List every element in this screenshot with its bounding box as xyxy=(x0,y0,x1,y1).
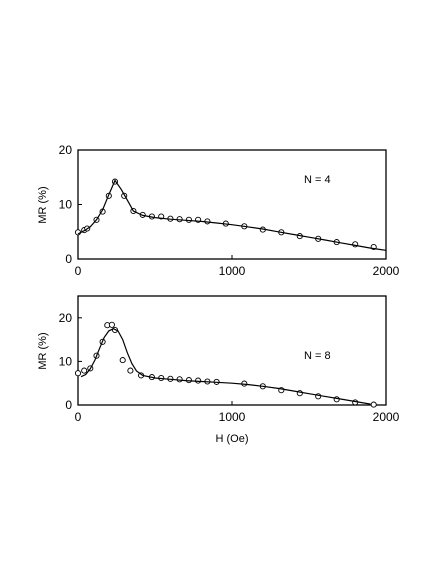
data-point xyxy=(127,367,134,374)
x-tick-label: 1000 xyxy=(219,264,246,278)
y-axis-label: MR (%) xyxy=(37,186,49,223)
y-tick-label: 20 xyxy=(59,311,73,325)
data-point xyxy=(119,357,126,364)
data-point xyxy=(195,377,202,384)
y-tick-label: 10 xyxy=(59,354,73,368)
fit-curve xyxy=(77,179,387,251)
y-tick-label: 10 xyxy=(59,198,73,212)
data-point xyxy=(74,370,82,377)
x-tick-label: 2000 xyxy=(373,410,400,424)
panel-annotation: N = 4 xyxy=(304,174,331,186)
x-tick-label: 1000 xyxy=(219,410,246,424)
panel-annotation: N = 8 xyxy=(304,350,331,362)
x-tick-label: 0 xyxy=(75,410,82,424)
y-tick-label: 20 xyxy=(59,143,73,157)
top-panel: MR (%) N = 4 0 1000 2000 0 10 20 xyxy=(37,143,400,278)
bottom-panel: MR (%) N = 8 H (Oe) 0 1000 2000 0 10 20 xyxy=(37,295,400,445)
x-tick-label: 0 xyxy=(75,264,82,278)
x-tick-label: 2000 xyxy=(373,264,400,278)
y-axis-label: MR (%) xyxy=(37,332,49,369)
data-point xyxy=(108,321,115,328)
plot-frame xyxy=(77,295,387,406)
y-tick-label: 0 xyxy=(65,398,72,412)
data-point xyxy=(81,367,88,374)
y-tick-label: 0 xyxy=(65,252,72,266)
x-axis-label: H (Oe) xyxy=(216,433,249,445)
data-point xyxy=(176,376,183,383)
fit-curve xyxy=(80,328,371,405)
data-point xyxy=(370,401,377,408)
